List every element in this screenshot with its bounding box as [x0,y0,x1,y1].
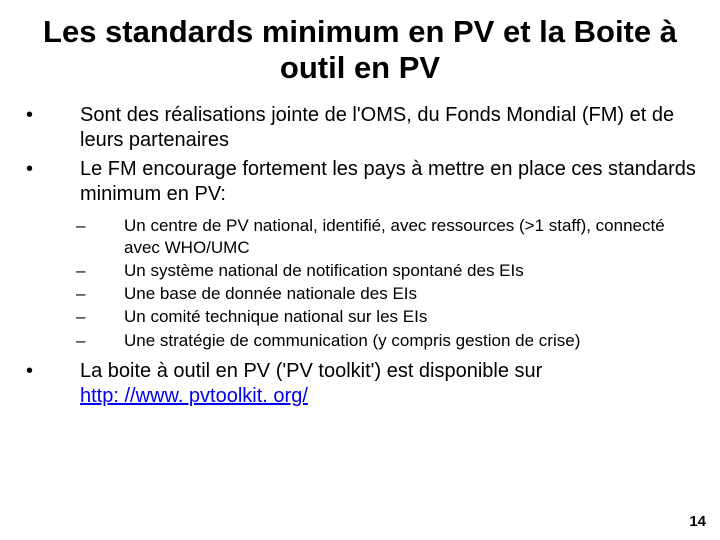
slide-title: Les standards minimum en PV et la Boite … [24,14,696,85]
bullet-item: • La boite à outil en PV ('PV toolkit') … [24,359,696,409]
bullet-marker: • [24,157,80,207]
sub-bullet-marker: – [24,215,124,258]
sub-bullet-marker: – [24,330,124,351]
bullet-list-level2: – Un centre de PV national, identifié, a… [24,215,696,351]
bullet-text: Le FM encourage fortement les pays à met… [80,157,696,207]
sub-bullet-text: Une base de donnée nationale des EIs [124,283,696,304]
bullet-item: • Sont des réalisations jointe de l'OMS,… [24,103,696,153]
bullet-text: Sont des réalisations jointe de l'OMS, d… [80,103,696,153]
bullet-text: La boite à outil en PV ('PV toolkit') es… [80,359,696,409]
page-number: 14 [689,513,706,530]
sub-bullet-item: – Un comité technique national sur les E… [24,306,696,327]
sub-bullet-item: – Une stratégie de communication (y comp… [24,330,696,351]
sub-bullet-item: – Une base de donnée nationale des EIs [24,283,696,304]
sub-bullet-marker: – [24,283,124,304]
sub-bullet-item: – Un système national de notification sp… [24,260,696,281]
bullet-item: • Le FM encourage fortement les pays à m… [24,157,696,207]
sub-bullet-text: Un comité technique national sur les EIs [124,306,696,327]
slide: { "title": "Les standards minimum en PV … [0,0,720,540]
bullet-list-level1: • Sont des réalisations jointe de l'OMS,… [24,103,696,207]
bullet-text-prefix: La boite à outil en PV ('PV toolkit') es… [80,360,542,382]
sub-bullet-item: – Un centre de PV national, identifié, a… [24,215,696,258]
bullet-marker: • [24,359,80,409]
bullet-marker: • [24,103,80,153]
sub-bullet-text: Un centre de PV national, identifié, ave… [124,215,696,258]
sub-bullet-marker: – [24,306,124,327]
bullet-list-level1: • La boite à outil en PV ('PV toolkit') … [24,359,696,409]
toolkit-link[interactable]: http: //www. pvtoolkit. org/ [80,385,308,407]
sub-bullet-marker: – [24,260,124,281]
sub-bullet-text: Un système national de notification spon… [124,260,696,281]
sub-bullet-text: Une stratégie de communication (y compri… [124,330,696,351]
